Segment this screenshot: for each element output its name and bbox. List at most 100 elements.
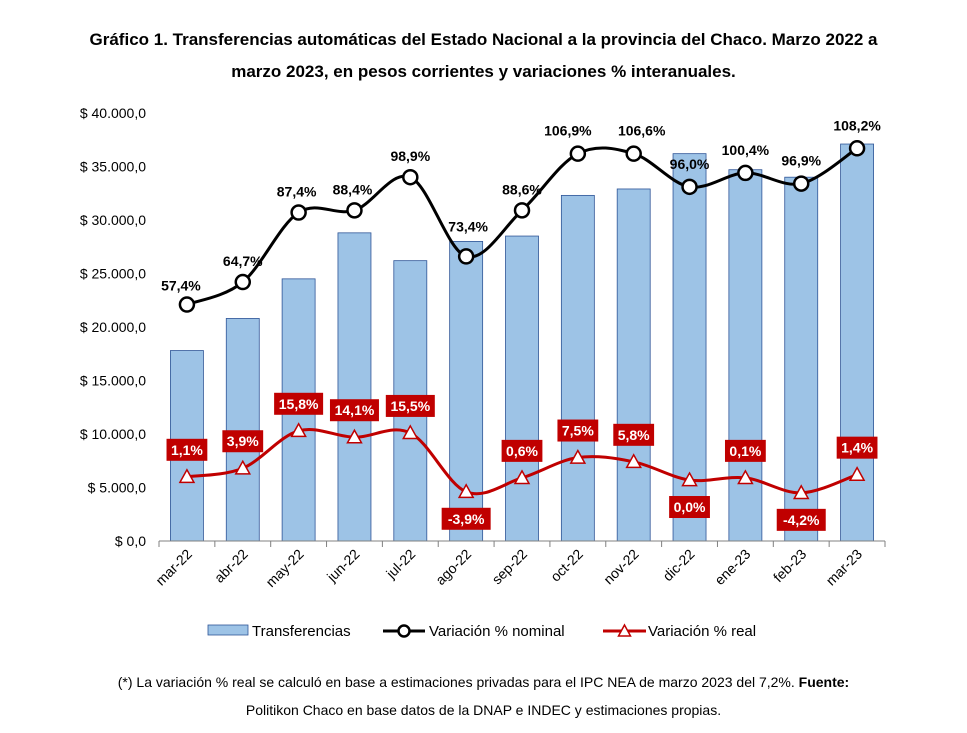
nominal-point <box>290 204 307 221</box>
real-point <box>569 448 587 464</box>
y-tick-label: $ 10.000,0 <box>80 426 146 442</box>
real-data-label-box <box>776 508 826 531</box>
real-data-label: 0,6% <box>506 443 538 459</box>
nominal-data-label: 108,2% <box>833 117 881 133</box>
nominal-data-label: 64,7% <box>223 253 263 269</box>
legend-label-transferencias: Transferencias <box>252 623 351 640</box>
real-point <box>681 471 698 487</box>
real-data-label-box <box>329 399 379 422</box>
nominal-point <box>513 202 531 219</box>
chart-title-line-2: marzo 2023, en pesos corrientes y variac… <box>231 62 736 81</box>
real-data-label-box <box>501 439 543 462</box>
real-data-label: 15,8% <box>279 396 319 412</box>
x-tick-label: oct-22 <box>547 546 586 585</box>
legend-label-nominal: Variación % nominal <box>429 623 565 640</box>
footnote-source-label: Fuente: <box>798 674 850 690</box>
nominal-data-label: 87,4% <box>277 184 317 200</box>
nominal-point <box>457 248 475 265</box>
real-data-label: -4,2% <box>783 512 820 528</box>
real-data-label-box <box>222 430 264 453</box>
y-tick-label: $ 35.000,0 <box>80 159 146 175</box>
real-data-label: 14,1% <box>335 402 375 418</box>
nominal-data-label: 98,9% <box>390 148 430 164</box>
x-tick-label: nov-22 <box>600 546 642 588</box>
footnote-line-1: (*) La variación % real se calculó en ba… <box>20 668 947 696</box>
nominal-data-label: 106,9% <box>544 123 592 139</box>
nominal-point <box>346 202 363 219</box>
nominal-data-label: 106,6% <box>618 123 666 139</box>
real-data-label: -3,9% <box>448 511 485 527</box>
nominal-point <box>569 145 587 162</box>
bar-transferencias <box>840 143 874 542</box>
y-tick-label: $ 15.000,0 <box>80 373 146 389</box>
x-tick-label: feb-23 <box>770 546 810 586</box>
nominal-data-label: 88,4% <box>333 181 373 197</box>
real-data-label: 1,4% <box>841 440 873 456</box>
nominal-point <box>792 175 810 192</box>
real-data-label: 0,0% <box>674 499 706 515</box>
nominal-point <box>178 296 196 313</box>
y-tick-label: $ 0,0 <box>115 533 146 549</box>
nominal-point <box>234 273 252 291</box>
real-data-label: 15,5% <box>390 398 430 414</box>
real-point <box>457 483 475 499</box>
nominal-point <box>681 178 698 196</box>
real-point <box>513 469 531 485</box>
legend-marker-nominal <box>397 624 411 638</box>
footnote-text: (*) La variación % real se calculó en ba… <box>117 674 795 690</box>
x-tick-label: mar-22 <box>152 546 195 589</box>
x-tick-label: jul-22 <box>382 546 418 582</box>
footnote-line-2: Politikon Chaco en base datos de la DNAP… <box>245 702 722 718</box>
x-tick-label: abr-22 <box>211 546 251 586</box>
legend-swatch-transferencias <box>207 624 249 636</box>
real-point <box>178 468 196 484</box>
real-data-label-box <box>385 394 435 417</box>
real-data-label: 7,5% <box>562 423 594 439</box>
real-data-label: 5,8% <box>618 427 650 443</box>
real-point <box>290 422 307 438</box>
legend-marker-real <box>617 623 632 637</box>
bar-transferencias <box>560 194 595 542</box>
real-point <box>625 453 642 469</box>
y-tick-label: $ 40.000,0 <box>80 105 146 121</box>
nominal-data-label: 57,4% <box>161 278 201 294</box>
real-data-label-box <box>166 438 208 461</box>
real-data-label-box <box>669 496 710 519</box>
real-point <box>234 459 252 475</box>
nominal-point <box>737 164 754 182</box>
x-tick-label: jun-22 <box>323 546 363 586</box>
bar-transferencias <box>616 188 651 542</box>
nominal-data-label: 96,9% <box>781 153 821 169</box>
bar-transferencias <box>225 318 260 542</box>
y-tick-label: $ 20.000,0 <box>80 319 146 335</box>
chart-title-line-1: Gráfico 1. Transferencias automáticas de… <box>89 30 878 49</box>
real-point <box>737 469 754 485</box>
nominal-point <box>402 168 419 186</box>
real-data-label: 3,9% <box>227 433 259 449</box>
real-data-label-box <box>724 439 766 462</box>
x-tick-label: ene-23 <box>711 546 753 588</box>
bar-transferencias <box>728 169 763 542</box>
nominal-data-label: 88,6% <box>502 181 542 197</box>
real-data-label: 0,1% <box>729 443 761 459</box>
real-data-label-box <box>557 419 599 442</box>
bar-transferencias <box>505 235 539 542</box>
x-tick-label: may-22 <box>262 546 306 590</box>
real-data-label-box <box>613 423 655 446</box>
x-tick-label: ago-22 <box>432 546 474 588</box>
nominal-data-label: 73,4% <box>448 218 488 234</box>
real-data-label-box <box>836 436 878 459</box>
bar-transferencias <box>337 232 372 542</box>
legend-label-real: Variación % real <box>648 623 756 640</box>
x-tick-label: sep-22 <box>489 546 531 588</box>
real-data-label-box <box>274 392 324 415</box>
real-point <box>402 424 419 440</box>
nominal-data-label: 100,4% <box>722 142 770 158</box>
y-tick-label: $ 30.000,0 <box>80 212 146 228</box>
nominal-data-label: 96,0% <box>670 156 710 172</box>
nominal-point <box>625 145 642 162</box>
chart: $ 0,0 $ 5.000,0 $ 10.000,0 $ 15.000,0 $ 20.0… <box>80 105 886 640</box>
real-data-label: 1,1% <box>171 442 203 458</box>
real-point <box>346 428 363 444</box>
